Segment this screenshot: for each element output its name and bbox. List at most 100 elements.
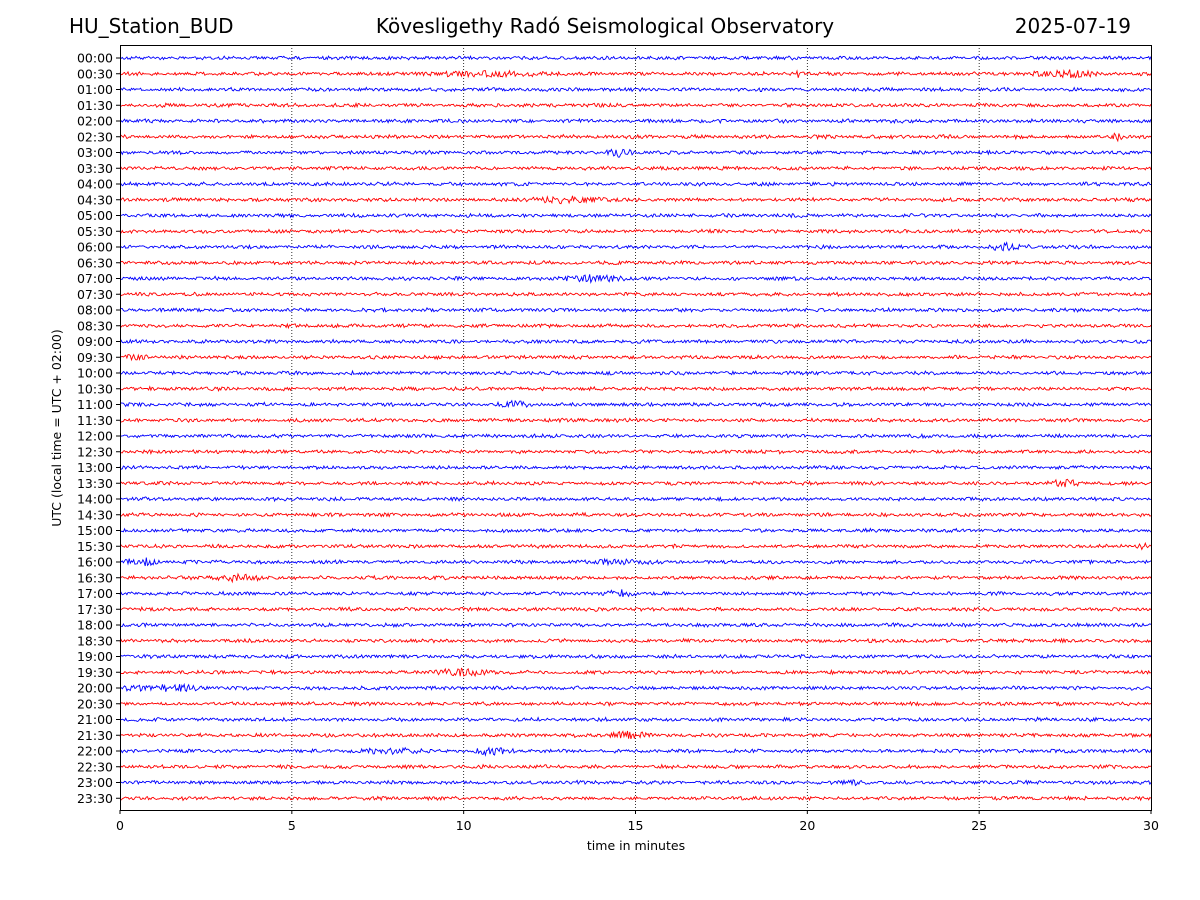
y-tick-label: 06:00 [77,240,113,255]
y-tick-label: 12:00 [77,429,113,444]
trace-2230 [119,763,1152,770]
y-tick-label: 11:00 [77,397,113,412]
trace-1930 [119,667,1152,678]
y-tick-label: 00:30 [77,66,113,81]
trace-1900 [119,653,1152,660]
trace-0730 [119,291,1152,298]
y-tick-label: 15:30 [77,539,113,554]
trace-1500 [119,527,1152,534]
trace-0830 [119,322,1152,330]
trace-0000 [119,54,1152,61]
y-tick-label: 18:30 [77,633,113,648]
trace-0500 [119,212,1152,219]
trace-2100 [119,716,1152,723]
y-tick-label: 22:00 [77,744,113,759]
trace-1000 [119,369,1152,377]
y-tick-label: 01:00 [77,82,113,97]
y-tick-label: 14:30 [77,507,113,522]
y-tick-label: 03:00 [77,145,113,160]
y-tick-label: 23:30 [77,791,113,806]
trace-1800 [119,621,1152,629]
trace-0100 [119,86,1152,93]
y-tick-label: 22:30 [77,759,113,774]
trace-0300 [119,148,1152,158]
x-tick-label: 20 [799,818,815,833]
y-tick-label: 08:00 [77,303,113,318]
recording-date: 2025-07-19 [1014,14,1131,38]
trace-0530 [119,228,1152,235]
trace-1830 [119,637,1152,644]
y-tick-label: 13:30 [77,476,113,491]
y-tick-label: 16:30 [77,570,113,585]
trace-1230 [119,448,1152,456]
x-tick-label: 0 [116,818,124,833]
trace-1430 [119,511,1152,518]
y-axis-label: UTC (local time = UTC + 02:00) [49,329,64,527]
station-name: HU_Station_BUD [69,14,234,38]
trace-0430 [119,195,1152,205]
x-tick-label: 15 [628,818,644,833]
trace-2030 [119,700,1152,708]
y-tick-label: 20:00 [77,681,113,696]
x-tick-label: 30 [1143,818,1159,833]
x-tick-label: 10 [456,818,472,833]
trace-0400 [119,181,1152,188]
trace-0900 [119,338,1152,345]
trace-1200 [119,432,1152,440]
trace-1700 [119,589,1152,598]
trace-2000 [119,682,1152,693]
y-tick-label: 15:00 [77,523,113,538]
y-tick-label: 07:00 [77,271,113,286]
y-tick-label: 17:30 [77,602,113,617]
y-tick-label: 08:30 [77,318,113,333]
trace-1330 [119,478,1152,488]
trace-1300 [119,464,1152,471]
trace-0130 [119,101,1152,109]
observatory-title: Kövesligethy Radó Seismological Observat… [375,14,835,38]
y-tick-label: 16:00 [77,555,113,570]
y-tick-label: 12:30 [77,444,113,459]
x-axis-label: time in minutes [587,838,685,853]
plot-frame [120,45,1152,811]
y-tick-label: 10:00 [77,366,113,381]
y-tick-label: 19:30 [77,665,113,680]
seismic-traces [119,54,1152,802]
trace-0630 [119,259,1152,266]
trace-0700 [119,274,1152,285]
y-tick-label: 04:00 [77,177,113,192]
trace-2300 [119,778,1152,787]
trace-1030 [119,385,1152,392]
trace-0600 [119,241,1152,252]
y-tick-label: 02:00 [77,114,113,129]
trace-1130 [119,417,1152,424]
trace-2330 [119,795,1152,802]
trace-0800 [119,306,1152,313]
y-tick-label: 00:00 [77,51,113,66]
y-tick-label: 07:30 [77,287,113,302]
x-axis-ticks: 0 5 10 15 20 25 30 [116,810,1159,833]
y-tick-label: 05:30 [77,224,113,239]
trace-1530 [120,541,1152,551]
trace-0230 [119,132,1152,143]
y-tick-label: 21:00 [77,712,113,727]
y-tick-label: 20:30 [77,696,113,711]
y-tick-label: 04:30 [77,192,113,207]
y-tick-label: 18:00 [77,618,113,633]
trace-1630 [119,572,1152,584]
y-tick-label: 19:00 [77,649,113,664]
trace-1100 [120,399,1152,409]
y-tick-label: 21:30 [77,728,113,743]
y-tick-label: 14:00 [77,492,113,507]
trace-1400 [119,496,1152,503]
y-tick-label: 01:30 [77,98,113,113]
y-tick-label: 06:30 [77,255,113,270]
y-tick-label: 03:30 [77,161,113,176]
trace-2130 [119,730,1152,740]
y-tick-label: 17:00 [77,586,113,601]
y-tick-label: 02:30 [77,129,113,144]
trace-0030 [119,69,1152,79]
trace-1730 [119,606,1152,613]
y-tick-label: 23:00 [77,775,113,790]
